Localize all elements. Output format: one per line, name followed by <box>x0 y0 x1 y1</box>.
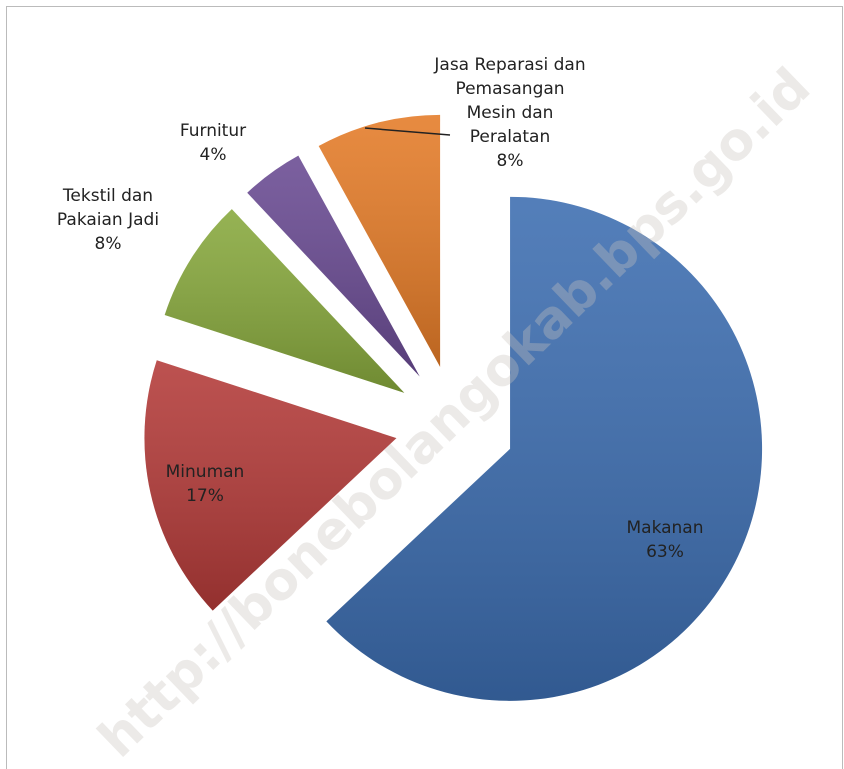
chart-border <box>6 6 843 769</box>
category-label: Furnitur <box>179 121 247 141</box>
category-label: Tekstil dan Pakaian Jadi <box>56 186 160 230</box>
category-label: Jasa Reparasi dan Pemasangan Mesin dan P… <box>434 55 586 147</box>
slice-shade <box>144 360 397 611</box>
value-label: 8% <box>496 151 524 171</box>
value-label: 4% <box>199 145 227 165</box>
data-label: Furnitur 4% <box>153 119 273 167</box>
data-label: Makanan 63% <box>595 516 735 564</box>
slices <box>144 114 763 701</box>
value-label: 8% <box>94 234 122 254</box>
slice-shade <box>164 209 405 393</box>
slice-shade <box>326 196 763 701</box>
category-label: Makanan <box>626 518 704 538</box>
data-label: Minuman 17% <box>135 460 275 508</box>
slice-shade <box>318 114 441 367</box>
slice-shade <box>247 155 420 377</box>
category-label: Minuman <box>165 462 245 482</box>
data-label: Tekstil dan Pakaian Jadi 8% <box>28 184 188 256</box>
leader-line <box>364 127 451 136</box>
data-label: Jasa Reparasi dan Pemasangan Mesin dan P… <box>430 53 590 173</box>
value-label: 17% <box>186 486 224 506</box>
value-label: 63% <box>646 542 684 562</box>
